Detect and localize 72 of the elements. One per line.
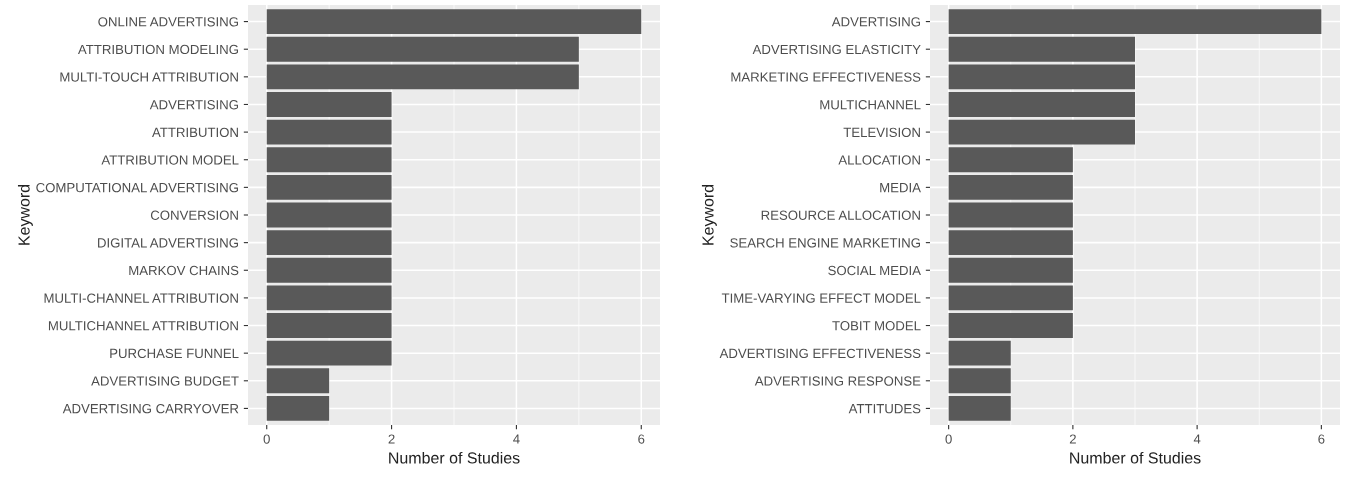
bar	[266, 340, 392, 366]
y-tick-label: RESOURCE ALLOCATION	[761, 210, 920, 220]
bar	[948, 368, 1011, 394]
bar	[266, 92, 392, 117]
bar	[948, 395, 1011, 421]
bar	[948, 313, 1073, 338]
y-tick-label: TELEVISION	[843, 127, 920, 138]
y-axis-title: Keyword	[17, 184, 33, 245]
bar	[266, 64, 579, 90]
y-tick-label: DIGITAL ADVERTISING	[98, 238, 238, 248]
y-tick-label: MARKETING EFFECTIVENESS	[731, 72, 921, 82]
x-tick-label: 2	[388, 434, 395, 444]
bar	[948, 340, 1011, 366]
y-tick-label: ALLOCATION	[838, 155, 920, 165]
x-tick-label: 2	[1069, 434, 1076, 444]
y-tick-label: MEDIA	[880, 183, 921, 193]
y-tick-label: ADVERTISING	[149, 100, 238, 110]
y-axis-title: Keyword	[701, 184, 717, 245]
bar	[266, 285, 392, 311]
x-axis-title: Number of Studies	[1070, 451, 1201, 464]
x-axis-title: Number of Studies	[389, 451, 520, 464]
bar	[948, 9, 1322, 35]
bar	[266, 202, 392, 228]
bar	[948, 92, 1135, 117]
x-tick-label: 6	[1318, 434, 1325, 444]
bar	[266, 9, 642, 35]
y-tick-label: CONVERSION	[150, 210, 238, 220]
y-tick-label: ATTRIBUTION MODELING	[77, 44, 238, 55]
x-tick-label: 6	[638, 434, 645, 444]
bar	[948, 230, 1073, 256]
y-tick-label: TIME-VARYING EFFECT MODEL	[721, 293, 921, 303]
y-tick-label: ADVERTISING ELASTICITY	[752, 44, 921, 55]
bar	[266, 174, 392, 200]
x-tick-label: 4	[1193, 434, 1201, 444]
y-tick-label: ATTITUDES	[848, 403, 921, 414]
y-tick-label: ATTRIBUTION	[152, 127, 238, 138]
bar	[266, 119, 392, 145]
x-tick-label: 0	[263, 434, 270, 444]
y-tick-label: ADVERTISING RESPONSE	[754, 376, 921, 386]
y-tick-label: MULTICHANNEL ATTRIBUTION	[48, 321, 238, 331]
bar	[266, 395, 330, 421]
bar	[266, 368, 330, 394]
bar	[948, 36, 1135, 62]
y-tick-label: MARKOV CHAINS	[129, 265, 239, 276]
y-tick-label: ADVERTISING	[831, 17, 920, 27]
y-tick-label: SEARCH ENGINE MARKETING	[730, 238, 920, 248]
y-tick-label: PURCHASE FUNNEL	[110, 348, 239, 359]
bar	[948, 285, 1073, 311]
y-tick-label: TOBIT MODEL	[832, 321, 921, 331]
bar	[266, 257, 392, 283]
y-tick-label: ADVERTISING EFFECTIVENESS	[719, 348, 921, 359]
bar	[266, 230, 392, 256]
bar	[948, 64, 1135, 90]
y-tick-label: SOCIAL MEDIA	[828, 265, 921, 276]
y-tick-label: ONLINE ADVERTISING	[98, 17, 238, 27]
x-tick-label: 0	[945, 434, 952, 444]
bar	[948, 119, 1135, 145]
y-tick-label: MULTI-TOUCH ATTRIBUTION	[60, 72, 238, 82]
y-tick-label: COMPUTATIONAL ADVERTISING	[36, 182, 238, 193]
bar	[948, 174, 1073, 200]
y-tick-label: ADVERTISING CARRYOVER	[62, 403, 239, 414]
bar	[266, 147, 392, 173]
bar	[948, 147, 1073, 173]
x-tick-label: 4	[513, 434, 520, 444]
y-tick-label: MULTI-CHANNEL ATTRIBUTION	[44, 293, 238, 303]
bar	[266, 36, 579, 62]
bar	[948, 257, 1073, 283]
bar	[948, 202, 1073, 228]
y-tick-label: ADVERTISING BUDGET	[91, 376, 239, 386]
y-tick-label: ATTRIBUTION MODEL	[101, 155, 239, 165]
y-tick-label: MULTICHANNEL	[820, 100, 921, 110]
bar	[266, 313, 392, 338]
